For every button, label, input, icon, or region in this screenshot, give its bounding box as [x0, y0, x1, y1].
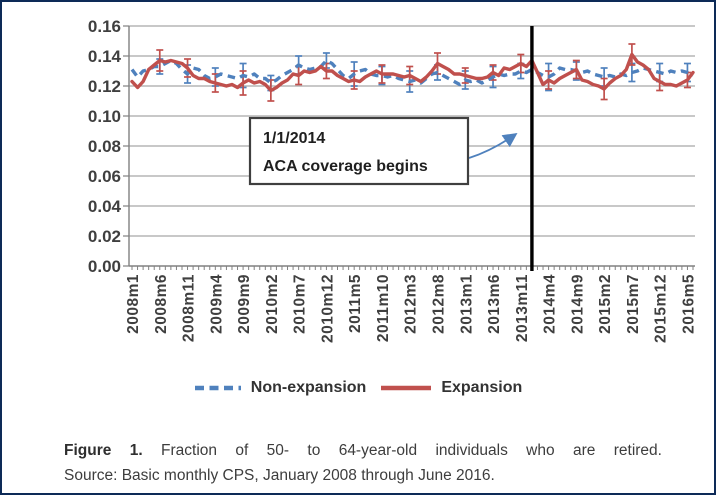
- annotation-callout: 1/1/2014 ACA coverage begins: [248, 116, 518, 186]
- caption-title-line: Figure 1. Fraction of 50- to 64-year-old…: [64, 438, 662, 463]
- y-tick-label: 0.08: [88, 137, 121, 156]
- x-tick-label: 2015m2: [597, 274, 614, 334]
- x-tick-label: 2015m7: [625, 274, 642, 334]
- caption-source-line: Source: Basic monthly CPS, January 2008 …: [64, 467, 495, 484]
- data-series: [130, 52, 695, 93]
- retirement-fraction-chart: 0.00 0.02 0.04 0.06 0.08 0.10 0.12 0.14 0.16 2008…: [88, 17, 698, 343]
- x-tick-label: 2011m10: [375, 274, 392, 342]
- x-tick-label: 2008m6: [153, 274, 170, 334]
- x-tick-label: 2012m3: [403, 274, 420, 334]
- annotation-text: ACA coverage begins: [263, 158, 428, 175]
- non-expansion-dashed-line-sample: [194, 385, 241, 391]
- annotation-arrow: [468, 132, 518, 159]
- expansion-solid-line-sample: [381, 385, 432, 391]
- x-tick-label: 2013m1: [458, 274, 475, 334]
- x-tick-label: 2014m9: [569, 274, 586, 334]
- legend-label-expansion: Expansion: [441, 379, 523, 396]
- error-bars: [156, 43, 691, 102]
- axes: [123, 25, 695, 270]
- annotation-box: [248, 116, 470, 186]
- y-tick-label: 0.12: [88, 77, 121, 96]
- y-tick-label: 0.00: [88, 257, 121, 276]
- x-tick-label: 2013m6: [486, 274, 503, 334]
- caption-title-text: Fraction of 50- to 64-year-old individua…: [161, 442, 662, 459]
- x-tick-label: 2011m5: [347, 274, 364, 333]
- y-tick-label: 0.04: [88, 197, 122, 216]
- x-tick-label: 2008m1: [125, 274, 142, 334]
- figure-caption: Figure 1. Fraction of 50- to 64-year-old…: [64, 438, 662, 488]
- axis-tick-labels: 0.00 0.02 0.04 0.06 0.08 0.10 0.12 0.14 0.16 2008…: [88, 17, 698, 343]
- x-tick-label: 2010m2: [264, 274, 281, 334]
- figure-number-label: Figure 1.: [64, 442, 143, 459]
- x-tick-label: 2010m12: [319, 274, 336, 343]
- y-tick-label: 0.14: [88, 47, 122, 66]
- y-tick-label: 0.10: [88, 107, 121, 126]
- x-tick-label: 2009m9: [236, 274, 253, 334]
- x-tick-label: 2014m4: [542, 274, 559, 334]
- x-tick-label: 2012m8: [430, 274, 447, 334]
- legend-label-non-expansion: Non-expansion: [250, 379, 367, 396]
- x-tick-label: 2009m4: [208, 274, 225, 334]
- x-tick-label: 2016m5: [680, 274, 697, 334]
- chart-legend: Non-expansion Expansion: [2, 379, 714, 397]
- y-tick-label: 0.16: [88, 17, 121, 36]
- legend-item-expansion: Expansion: [380, 379, 522, 397]
- x-tick-label: 2013m11: [514, 274, 531, 342]
- legend-item-non-expansion: Non-expansion: [194, 379, 367, 397]
- non-expansion-line: [130, 58, 694, 87]
- y-tick-label: 0.06: [88, 167, 121, 186]
- x-tick-label: 2010m7: [292, 274, 309, 334]
- annotation-date: 1/1/2014: [263, 130, 325, 147]
- x-tick-label: 2015m12: [653, 274, 670, 343]
- x-tick-label: 2008m11: [181, 274, 198, 342]
- expansion-line: [130, 52, 695, 93]
- y-tick-label: 0.02: [88, 227, 121, 246]
